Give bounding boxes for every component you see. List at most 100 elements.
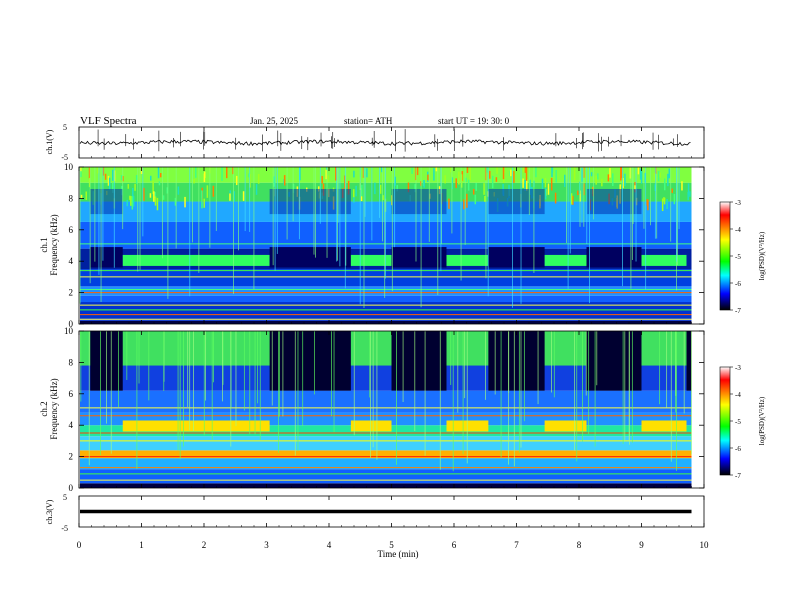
spectrogram-noise [449, 167, 452, 173]
spectrogram-noise [132, 195, 135, 207]
spectrogram-band [80, 450, 692, 459]
spectrogram-band [80, 458, 692, 470]
spectrogram-noise [394, 176, 396, 186]
spectrogram-noise [363, 167, 366, 177]
spectrogram-noise [108, 177, 111, 191]
spectrogram-noise [577, 190, 579, 196]
ch1-colorbar: -3 -4 -5 -6 -7 log(PSD)(V²/Hz) [719, 199, 766, 315]
ch1-colorbar-label: log(PSD)(V²/Hz) [758, 231, 766, 280]
ch1-spectrogram-panel: 0 2 4 6 8 10 ch.1 Frequency (kHz) [39, 162, 705, 329]
spectrogram-noise [639, 168, 642, 180]
spectrogram-noise [661, 198, 664, 212]
spectrogram-noise [149, 193, 152, 198]
spectrogram-noise [655, 167, 657, 174]
spectrogram-noise [174, 197, 177, 206]
spectrogram-noise [609, 168, 611, 178]
spectrogram-noise [659, 172, 661, 178]
spectrogram-noise [550, 177, 553, 191]
spectrogram-band [80, 469, 692, 484]
spectrogram-noise [687, 191, 689, 201]
spectrogram-noise [435, 167, 438, 172]
spectrogram-band [80, 436, 692, 451]
spectrogram-noise [120, 175, 123, 181]
spectrogram-noise [382, 195, 384, 200]
spectrogram-noise [423, 180, 425, 188]
ytick-label: 10 [64, 162, 74, 172]
spectrogram-noise [620, 167, 622, 181]
spectrogram-noise [325, 169, 327, 180]
spectrogram-noise [411, 167, 413, 174]
station-label: station= ATH [344, 116, 393, 126]
spectrogram-noise [570, 193, 573, 205]
band-segment-bright [544, 420, 587, 432]
ch1-waveform-ymax: 5 [63, 123, 67, 132]
band-segment-bright [350, 254, 392, 266]
spectrogram-noise [474, 194, 477, 205]
spectrogram-noise [352, 189, 355, 198]
start-ut-label: start UT = 19: 30: 0 [438, 116, 510, 126]
ch1-spectrogram-image [79, 167, 704, 324]
band-segment-dark-top [90, 188, 123, 215]
band-segment-dark-top [269, 331, 351, 391]
band-segment-dark-top [391, 331, 447, 391]
band-segment-dark-top [686, 331, 692, 391]
colorbar-tick-label: -3 [735, 199, 741, 207]
xtick-label: 1 [139, 540, 144, 550]
spectrogram-noise [466, 167, 469, 173]
spectrogram-noise [472, 188, 475, 195]
spectrogram-noise [663, 197, 665, 202]
spectrogram-noise [353, 170, 355, 178]
spectrogram-noise [644, 172, 647, 183]
colorbar-tick-label: -6 [735, 445, 741, 453]
spectrogram-noise [619, 184, 621, 193]
colorbar-tick-label: -7 [735, 307, 741, 315]
band-segment-dark [488, 247, 545, 268]
spectrogram-noise [455, 178, 457, 189]
ch2-spectrogram-channel-label: ch.2 [39, 401, 49, 416]
spectrogram-noise [668, 168, 671, 179]
spectrogram-noise [414, 184, 416, 193]
spectrogram-noise [629, 167, 632, 179]
spectrogram-noise [201, 198, 203, 209]
spectrogram-noise [248, 173, 250, 178]
spectrogram-noise [664, 178, 666, 191]
ch1-waveform-trace [79, 139, 691, 147]
spectrogram-noise [451, 177, 454, 190]
spectrogram-noise [496, 167, 498, 174]
spectrogram-band [80, 295, 692, 303]
spectrogram-noise [524, 179, 526, 192]
ch1-waveform-spikes [97, 129, 678, 152]
spectrogram-noise [344, 175, 346, 189]
spectrogram-noise [486, 167, 488, 173]
spectrogram-noise [273, 176, 275, 187]
spectrogram-noise [681, 181, 683, 191]
ch2-colorbar-ticks: -3 -4 -5 -6 -7 [730, 364, 741, 480]
xtick-label: 5 [389, 540, 394, 550]
spectrogram-noise [201, 190, 203, 199]
spectrogram-noise [366, 168, 368, 178]
spectrogram-noise [489, 170, 491, 179]
spectrogram-noise [551, 167, 553, 178]
spectrogram-noise [135, 175, 138, 184]
spectrogram-noise [526, 179, 528, 191]
spectrogram-noise [510, 169, 512, 177]
spectrogram-noise [544, 177, 547, 188]
spectrogram-noise [634, 185, 636, 190]
xtick-label: 6 [452, 540, 457, 550]
spectrogram-noise [150, 175, 152, 181]
spectrogram-noise [156, 197, 159, 211]
colorbar-tick-label: -6 [735, 280, 741, 288]
spectrogram-noise [166, 187, 169, 194]
spectrogram-noise [522, 167, 525, 173]
spectrogram-noise [132, 187, 134, 197]
spectrogram-noise [513, 171, 515, 183]
time-axis-label: Time (min) [378, 549, 419, 559]
spectrogram-noise [572, 195, 574, 205]
spectrogram-noise [206, 185, 209, 198]
spectrogram-noise [458, 171, 460, 185]
band-segment-dark-top [488, 188, 545, 215]
spectrogram-noise [335, 167, 337, 181]
ytick-label: 8 [69, 193, 74, 203]
spectrogram-noise [257, 173, 260, 184]
spectrogram-noise [162, 195, 165, 200]
